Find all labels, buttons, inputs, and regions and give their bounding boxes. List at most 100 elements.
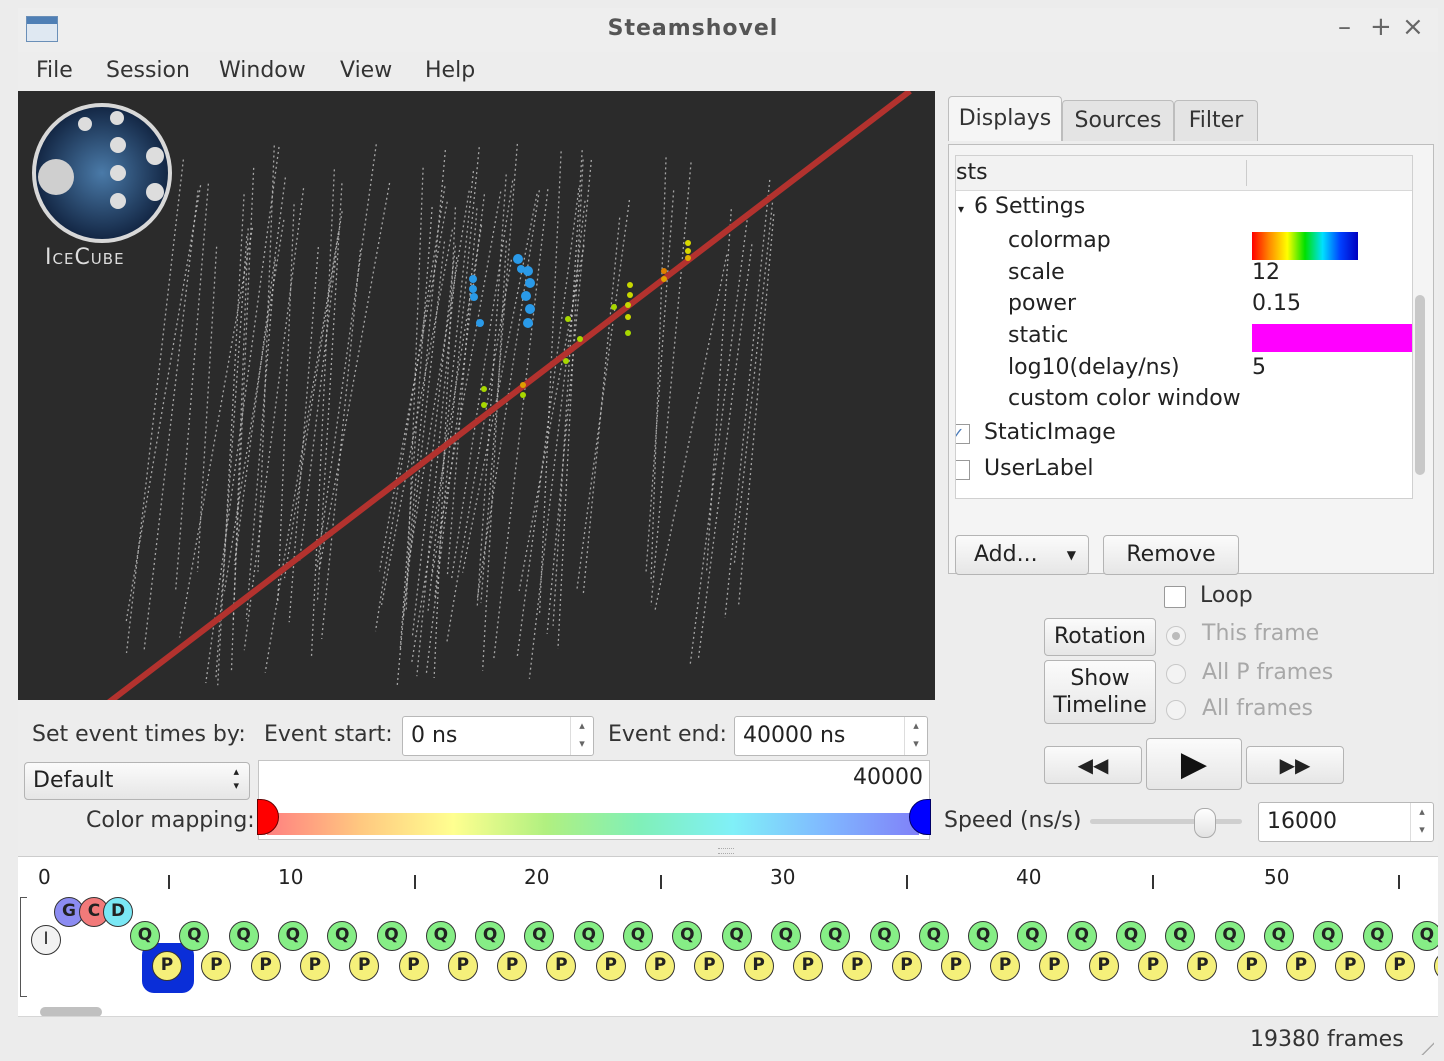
frame-Q[interactable]: Q	[918, 921, 949, 951]
frame-P[interactable]: P	[1138, 951, 1168, 981]
setting-scale-value[interactable]: 12	[1252, 260, 1280, 285]
frame-Q[interactable]: Q	[475, 921, 506, 951]
all-p-frames-radio[interactable]	[1166, 664, 1186, 684]
setting-power-value[interactable]: 0.15	[1252, 291, 1301, 316]
frame-P[interactable]: P	[645, 951, 675, 981]
frame-P[interactable]: P	[595, 951, 626, 981]
close-button[interactable]: ×	[1402, 12, 1424, 42]
frame-P[interactable]: P	[201, 951, 232, 981]
speed-slider-handle[interactable]	[1194, 808, 1216, 838]
frame-P[interactable]: P	[1335, 951, 1366, 981]
tab-filter[interactable]: Filter	[1174, 100, 1258, 141]
event-3d-view[interactable]: IceCube	[18, 91, 935, 700]
this-frame-radio[interactable]	[1166, 626, 1186, 646]
frame-Q[interactable]: Q	[277, 921, 308, 951]
frame-D[interactable]: D	[103, 897, 133, 927]
frame-Q[interactable]: Q	[820, 921, 851, 951]
frame-P[interactable]: P	[447, 951, 478, 981]
minimize-button[interactable]: –	[1338, 12, 1351, 42]
frame-P[interactable]: P	[1384, 951, 1415, 981]
add-display-button[interactable]: Add... ▼	[955, 535, 1089, 575]
rotation-button[interactable]: Rotation	[1044, 618, 1156, 656]
frame-Q[interactable]: Q	[130, 921, 160, 951]
frame-Q[interactable]: Q	[1066, 921, 1097, 951]
frame-Q[interactable]: Q	[1362, 921, 1393, 951]
event-end-input[interactable]: 40000 ns ▴ ▾	[734, 716, 928, 756]
static-color-swatch[interactable]	[1252, 324, 1412, 352]
resize-grip-icon[interactable]	[1420, 1041, 1434, 1055]
setting-delay-value[interactable]: 5	[1252, 355, 1266, 380]
fast-forward-button[interactable]: ▶▶	[1246, 746, 1344, 784]
frame-Q[interactable]: Q	[1165, 921, 1196, 951]
frame-P[interactable]: P	[1039, 951, 1070, 981]
frame-P[interactable]: P	[694, 951, 725, 981]
all-frames-radio[interactable]	[1166, 700, 1186, 720]
frame-P[interactable]: P	[1285, 951, 1316, 981]
frame-P[interactable]: P	[1088, 951, 1119, 981]
frame-Q[interactable]: Q	[179, 921, 210, 951]
loop-label[interactable]: Loop	[1200, 583, 1253, 608]
frame-P[interactable]: P	[1187, 951, 1218, 981]
frame-P[interactable]: P	[497, 951, 528, 981]
frame-I[interactable]: I	[31, 925, 61, 955]
menu-window[interactable]: Window	[219, 58, 306, 83]
this-frame-label[interactable]: This frame	[1202, 621, 1320, 646]
frame-Q[interactable]: Q	[228, 921, 259, 951]
frame-Q[interactable]: Q	[425, 921, 456, 951]
menu-file[interactable]: File	[36, 58, 73, 83]
colormap-swatch[interactable]	[1252, 232, 1358, 260]
frame-Q[interactable]: Q	[1313, 921, 1344, 951]
frame-Q[interactable]: Q	[524, 921, 555, 951]
maximize-button[interactable]: +	[1370, 12, 1392, 42]
time-mode-select[interactable]: Default ▴ ▾	[24, 762, 250, 800]
remove-display-button[interactable]: Remove	[1103, 535, 1239, 575]
tab-displays[interactable]: Displays	[948, 96, 1062, 141]
all-p-frames-label[interactable]: All P frames	[1202, 660, 1334, 685]
speed-spinner[interactable]: ▴ ▾	[1410, 803, 1433, 841]
frame-P[interactable]: P	[743, 951, 774, 981]
play-button[interactable]: ▶	[1146, 738, 1242, 790]
frame-Q[interactable]: Q	[869, 921, 900, 951]
staticimage-label[interactable]: StaticImage	[984, 420, 1116, 445]
speed-input[interactable]: 16000 ▴ ▾	[1258, 802, 1434, 842]
frame-P[interactable]: P	[940, 951, 971, 981]
event-end-spinner[interactable]: ▴ ▾	[904, 717, 927, 755]
menu-session[interactable]: Session	[106, 58, 190, 83]
speed-slider-track[interactable]	[1090, 819, 1242, 824]
frame-Q[interactable]: Q	[1017, 921, 1048, 951]
displays-tree[interactable]: sts ▾ 6 Settings colormap scale 12 power…	[955, 155, 1413, 499]
detector-render[interactable]	[18, 91, 935, 700]
tree-vertical-scrollbar[interactable]	[1415, 295, 1425, 475]
frame-P[interactable]: P	[250, 951, 281, 981]
splitter-handle[interactable]	[718, 848, 734, 854]
event-start-spinner[interactable]: ▴ ▾	[570, 717, 593, 755]
tree-group-settings[interactable]: 6 Settings	[974, 194, 1086, 219]
frame-Q[interactable]: Q	[376, 921, 407, 951]
menu-help[interactable]: Help	[425, 58, 476, 83]
tree-expander[interactable]: ▾	[958, 202, 965, 216]
userlabel-label[interactable]: UserLabel	[984, 456, 1094, 481]
frame-Q[interactable]: Q	[1411, 921, 1438, 951]
frame-P[interactable]: P	[299, 951, 330, 981]
frame-Q[interactable]: Q	[1214, 921, 1245, 951]
staticimage-checkbox[interactable]: ✓	[956, 424, 970, 444]
frame-Q[interactable]: Q	[1116, 921, 1146, 951]
frame-P[interactable]: P	[152, 951, 182, 981]
event-start-input[interactable]: 0 ns ▴ ▾	[402, 716, 594, 756]
show-timeline-button[interactable]: Show Timeline	[1044, 660, 1156, 724]
frame-Q[interactable]: Q	[1263, 921, 1294, 951]
frame-P[interactable]: P	[990, 951, 1021, 981]
userlabel-checkbox[interactable]	[956, 460, 970, 480]
timeline-scrollbar[interactable]	[40, 1007, 102, 1017]
frame-P[interactable]: P	[546, 951, 577, 981]
frame-P[interactable]: P	[842, 951, 873, 981]
frame-P[interactable]: P	[1433, 951, 1438, 981]
tab-sources[interactable]: Sources	[1062, 100, 1174, 141]
frame-P[interactable]: P	[1236, 951, 1267, 981]
loop-checkbox[interactable]	[1164, 586, 1186, 608]
frame-Q[interactable]: Q	[721, 921, 752, 951]
frame-P[interactable]: P	[792, 951, 823, 981]
frame-Q[interactable]: Q	[770, 921, 801, 951]
frame-Q[interactable]: Q	[672, 921, 703, 951]
